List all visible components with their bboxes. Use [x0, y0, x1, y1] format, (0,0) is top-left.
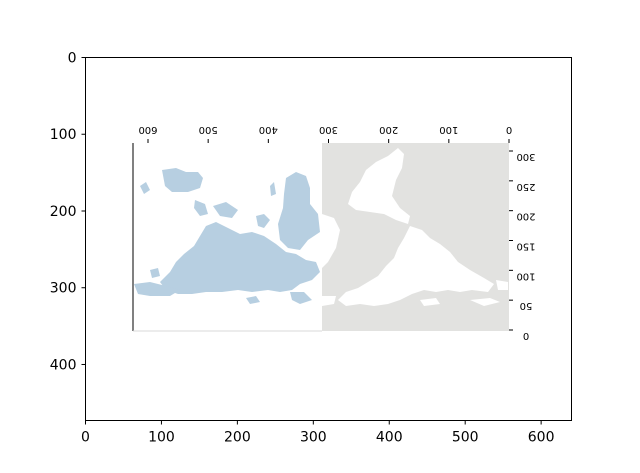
inset-left-land [134, 168, 320, 304]
x-tick-label: 300 [300, 430, 327, 446]
inset-top-ticks: 0 100 200 300 400 500 600 [138, 124, 512, 143]
x-tick-label: 100 [148, 430, 175, 446]
inset-y-tick-label: 150 [516, 241, 535, 252]
y-tick-label: 200 [50, 204, 77, 220]
inset-x-tick-label: 400 [259, 124, 278, 135]
x-tick-label: 600 [528, 430, 555, 446]
x-tick-label: 400 [376, 430, 403, 446]
outer-x-axis: 0 100 200 300 400 500 600 [81, 420, 555, 446]
inset-y-tick-label: 100 [516, 270, 535, 281]
y-tick-label: 0 [68, 51, 77, 67]
inset-y-tick-label: 250 [516, 181, 535, 192]
y-tick-label: 400 [50, 357, 77, 373]
inset-x-tick-label: 600 [138, 124, 157, 135]
inset-x-tick-label: 100 [439, 124, 458, 135]
y-tick-label: 300 [50, 281, 77, 297]
inset-y-tick-label: 0 [523, 330, 529, 341]
x-tick-label: 200 [224, 430, 251, 446]
inset-image [132, 143, 509, 332]
outer-y-axis: 0 100 200 300 400 [50, 51, 86, 373]
inset-right-land [322, 148, 508, 306]
inset-x-tick-label: 200 [379, 124, 398, 135]
inset-x-tick-label: 0 [506, 124, 512, 135]
inset-y-tick-label: 50 [520, 300, 533, 311]
inset-y-tick-label: 200 [516, 211, 535, 222]
inset-y-tick-label: 300 [516, 151, 535, 162]
inset-right-ticks: 0 50 100 150 200 250 300 [509, 150, 536, 341]
inset-x-tick-label: 500 [199, 124, 218, 135]
x-tick-label: 0 [81, 430, 90, 446]
outer-axes-frame [85, 57, 572, 421]
x-tick-label: 500 [452, 430, 479, 446]
y-tick-label: 100 [50, 127, 77, 143]
inset-x-tick-label: 300 [319, 124, 338, 135]
